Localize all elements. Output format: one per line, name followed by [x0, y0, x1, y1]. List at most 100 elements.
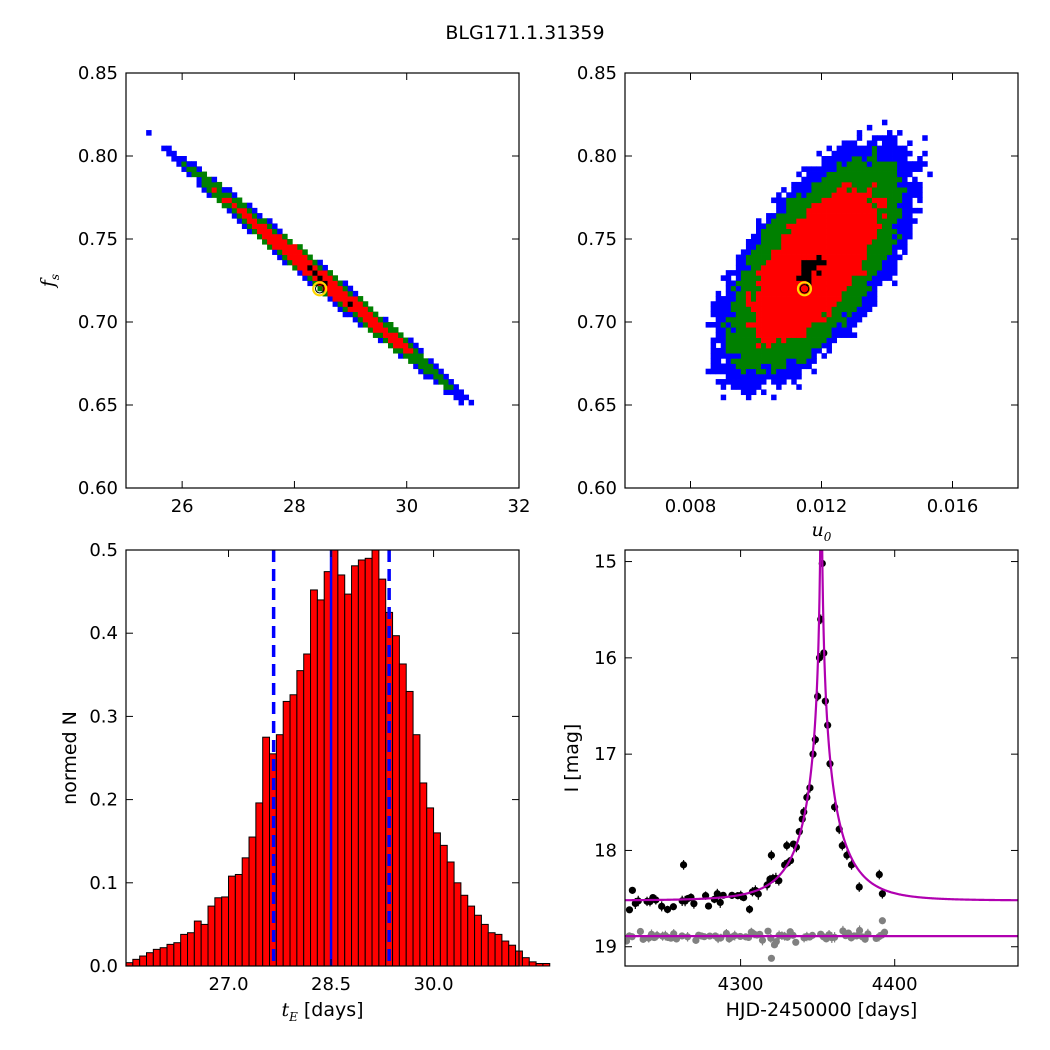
posterior-cell — [836, 249, 843, 255]
posterior-cell — [413, 347, 419, 354]
posterior-cell — [831, 322, 838, 328]
posterior-cell — [831, 244, 838, 250]
posterior-cell — [342, 285, 349, 292]
posterior-cell — [816, 259, 822, 266]
posterior-cell — [791, 233, 797, 240]
posterior-cell — [791, 358, 797, 364]
posterior-cell — [881, 239, 888, 245]
posterior-cell — [352, 311, 359, 318]
posterior-cell — [902, 171, 908, 178]
posterior-cell — [841, 223, 848, 230]
posterior-cell — [826, 218, 832, 224]
posterior-cell — [725, 322, 732, 328]
posterior-cell — [856, 207, 863, 214]
posterior-cell — [756, 347, 762, 354]
posterior-cell — [806, 171, 812, 178]
posterior-cell — [897, 145, 903, 152]
posterior-cell — [246, 218, 253, 224]
posterior-cell — [861, 259, 868, 266]
posterior-cell — [897, 161, 903, 167]
posterior-cell — [745, 347, 752, 354]
posterior-cell — [806, 327, 812, 333]
posterior-cell — [745, 259, 752, 266]
posterior-cell — [776, 384, 782, 390]
posterior-cell — [761, 290, 767, 297]
posterior-cell — [317, 285, 323, 292]
posterior-cell — [861, 301, 868, 307]
posterior-cell — [856, 166, 863, 172]
posterior-cell — [382, 337, 389, 344]
posterior-cell — [831, 332, 838, 338]
posterior-cell — [791, 218, 797, 224]
posterior-cell — [912, 176, 918, 183]
posterior-cell — [821, 342, 827, 349]
posterior-cell — [846, 233, 853, 240]
posterior-cell — [816, 327, 822, 333]
posterior-cell — [897, 254, 903, 261]
posterior-cell — [186, 161, 192, 167]
posterior-cell — [352, 296, 359, 302]
posterior-cell — [821, 161, 827, 167]
posterior-cell — [756, 342, 762, 349]
posterior-cell — [826, 337, 832, 344]
posterior-cell — [871, 135, 878, 141]
hist-bar — [528, 961, 537, 967]
posterior-cell — [811, 239, 817, 245]
posterior-cell — [327, 290, 333, 297]
posterior-cell — [302, 264, 308, 271]
hist-bar — [166, 943, 175, 967]
panel-u0_fs: 0.008 0.012 0.0160.600.650.700.750.800.85u… — [577, 63, 1019, 544]
posterior-cell — [801, 192, 807, 198]
posterior-cell — [292, 244, 298, 250]
hist-bar — [289, 694, 298, 967]
posterior-cell — [846, 249, 853, 255]
posterior-cell — [851, 316, 858, 323]
posterior-cell — [761, 379, 767, 385]
posterior-cell — [730, 290, 737, 297]
posterior-cell — [871, 218, 878, 224]
posterior-cell — [912, 218, 918, 224]
posterior-cell — [362, 301, 369, 307]
posterior-cell — [841, 207, 848, 214]
y-tick-label: 0.0 — [89, 956, 118, 977]
posterior-cell — [902, 187, 908, 193]
posterior-cell — [871, 140, 878, 147]
posterior-cell — [776, 368, 782, 375]
x-tick-label: 0.012 — [796, 496, 848, 517]
posterior-cell — [282, 239, 288, 245]
posterior-cell — [892, 223, 898, 230]
posterior-cell — [816, 322, 822, 328]
posterior-cell — [231, 213, 238, 219]
posterior-cell — [806, 202, 812, 209]
posterior-cell — [377, 332, 384, 338]
posterior-cell — [897, 223, 903, 230]
posterior-cell — [831, 181, 838, 188]
posterior-cell — [211, 176, 218, 183]
posterior-cell — [337, 290, 344, 297]
posterior-cell — [221, 202, 228, 209]
posterior-cell — [846, 275, 853, 281]
posterior-cell — [791, 332, 797, 338]
posterior-cell — [257, 233, 263, 240]
posterior-cell — [881, 171, 888, 178]
posterior-cell — [766, 280, 772, 287]
posterior-cell — [866, 280, 873, 287]
posterior-cell — [776, 244, 782, 250]
posterior-cell — [448, 379, 454, 385]
posterior-cell — [786, 280, 792, 287]
posterior-cell — [892, 218, 898, 224]
posterior-cell — [866, 249, 873, 255]
posterior-cell — [897, 213, 903, 219]
posterior-cell — [206, 192, 213, 198]
posterior-cell — [781, 218, 787, 224]
posterior-cell — [781, 280, 787, 287]
posterior-cell — [861, 254, 868, 261]
posterior-cell — [912, 166, 918, 172]
posterior-cell — [851, 270, 858, 276]
posterior-cell — [766, 296, 772, 302]
posterior-cell — [791, 327, 797, 333]
posterior-cell — [887, 192, 893, 198]
posterior-cell — [796, 239, 802, 245]
posterior-cell — [745, 244, 752, 250]
posterior-cell — [876, 233, 883, 240]
